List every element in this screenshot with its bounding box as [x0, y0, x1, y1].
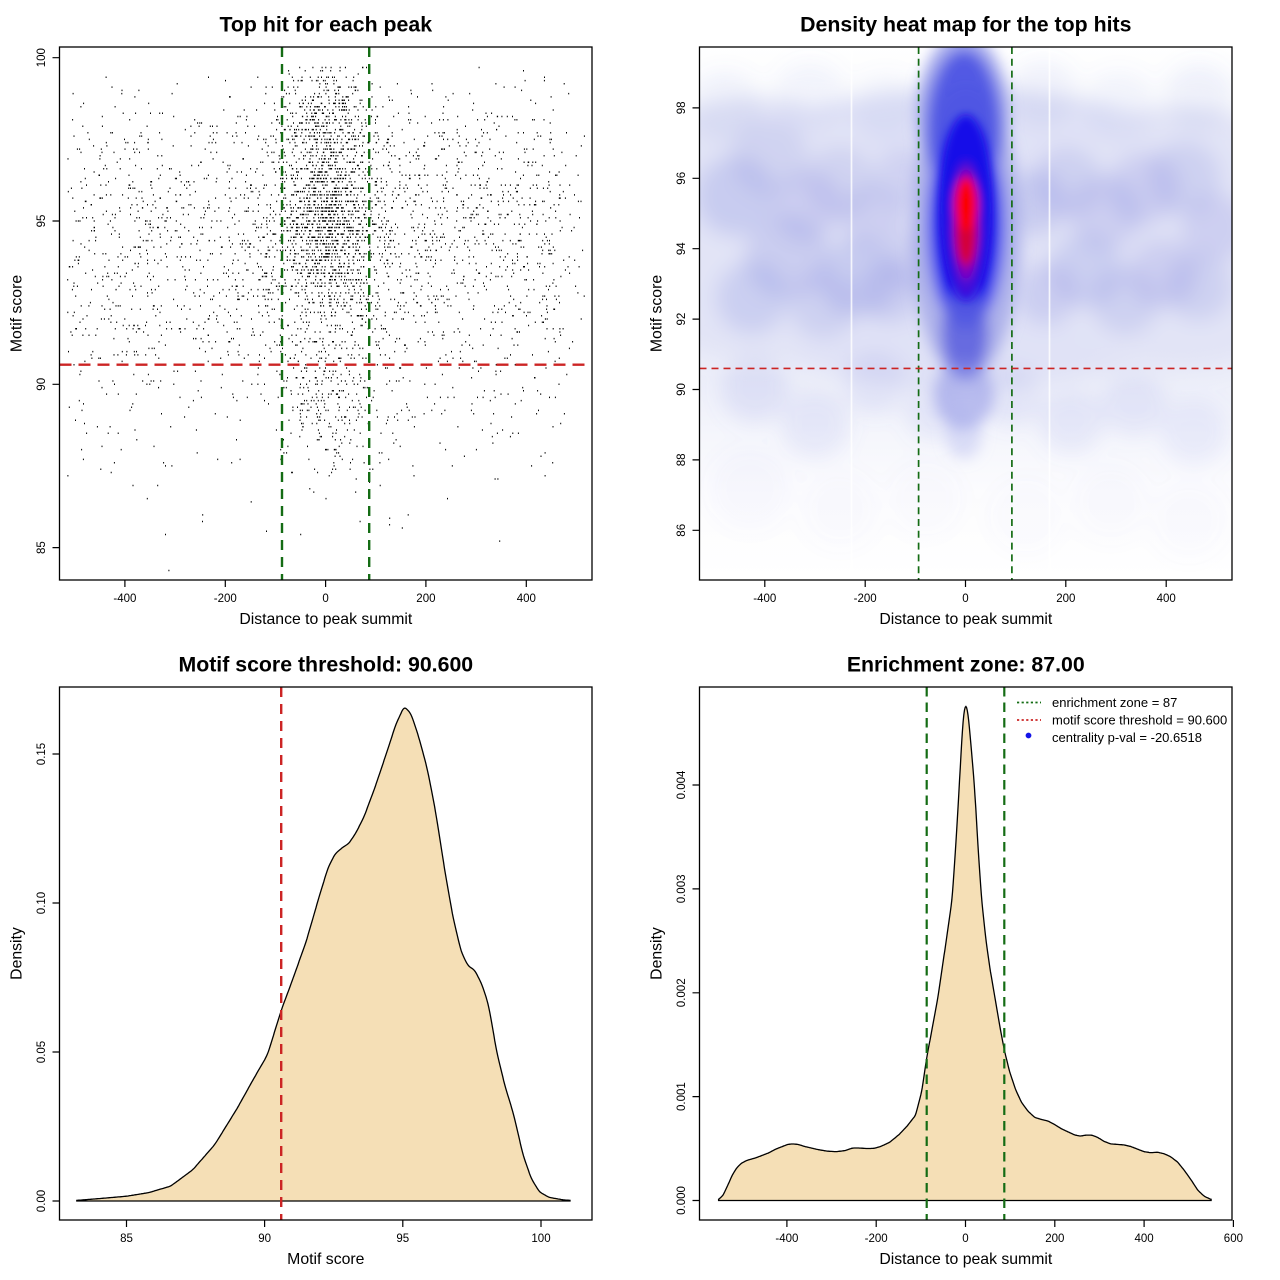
svg-text:Distance to peak summit: Distance to peak summit — [879, 611, 1053, 628]
svg-text:400: 400 — [517, 593, 536, 605]
svg-text:85: 85 — [36, 541, 48, 554]
svg-text:0.002: 0.002 — [676, 978, 688, 1007]
svg-text:200: 200 — [1045, 1233, 1064, 1245]
svg-text:-200: -200 — [854, 593, 877, 605]
svg-text:200: 200 — [416, 593, 435, 605]
svg-text:0: 0 — [962, 1233, 968, 1245]
svg-text:90: 90 — [258, 1233, 271, 1245]
svg-text:0.15: 0.15 — [36, 743, 48, 765]
svg-text:Distance to peak summit: Distance to peak summit — [879, 1251, 1053, 1268]
svg-text:0.004: 0.004 — [676, 770, 688, 799]
svg-text:-400: -400 — [775, 1233, 798, 1245]
svg-text:-400: -400 — [753, 593, 776, 605]
svg-text:98: 98 — [676, 102, 688, 115]
svg-text:85: 85 — [120, 1233, 133, 1245]
svg-text:0.001: 0.001 — [676, 1082, 688, 1111]
svg-text:Enrichment zone: 87.00: Enrichment zone: 87.00 — [847, 653, 1085, 677]
svg-text:motif score threshold = 90.600: motif score threshold = 90.600 — [1052, 713, 1227, 728]
svg-text:92: 92 — [676, 313, 688, 326]
svg-text:0.000: 0.000 — [676, 1186, 688, 1215]
svg-text:-200: -200 — [214, 593, 237, 605]
svg-text:enrichment zone = 87: enrichment zone = 87 — [1052, 695, 1177, 710]
svg-text:Density: Density — [9, 927, 26, 980]
svg-text:96: 96 — [676, 172, 688, 185]
svg-text:100: 100 — [36, 48, 48, 67]
svg-text:95: 95 — [396, 1233, 409, 1245]
svg-text:90: 90 — [36, 378, 48, 391]
svg-text:Density heat map for the top h: Density heat map for the top hits — [800, 13, 1131, 37]
svg-text:0.00: 0.00 — [36, 1190, 48, 1212]
svg-text:-200: -200 — [865, 1233, 888, 1245]
svg-text:0.003: 0.003 — [676, 875, 688, 904]
svg-text:90: 90 — [676, 383, 688, 396]
svg-text:0: 0 — [962, 593, 968, 605]
svg-text:0.05: 0.05 — [36, 1041, 48, 1063]
svg-text:400: 400 — [1135, 1233, 1154, 1245]
svg-text:86: 86 — [676, 524, 688, 537]
svg-text:Distance to peak summit: Distance to peak summit — [239, 611, 413, 628]
svg-text:centrality p-val = -20.6518: centrality p-val = -20.6518 — [1052, 730, 1202, 745]
svg-text:95: 95 — [36, 215, 48, 228]
svg-text:Motif score threshold: 90.600: Motif score threshold: 90.600 — [178, 653, 473, 677]
svg-text:-400: -400 — [113, 593, 136, 605]
svg-text:600: 600 — [1224, 1233, 1243, 1245]
svg-text:0.10: 0.10 — [36, 892, 48, 914]
svg-text:Motif score: Motif score — [9, 275, 26, 352]
svg-text:100: 100 — [531, 1233, 550, 1245]
svg-text:Motif score: Motif score — [649, 275, 666, 352]
svg-text:Density: Density — [649, 927, 666, 980]
svg-text:Motif score: Motif score — [287, 1251, 364, 1268]
svg-text:94: 94 — [676, 242, 688, 255]
svg-text:400: 400 — [1157, 593, 1176, 605]
svg-text:Top hit for each peak: Top hit for each peak — [219, 13, 432, 37]
svg-text:200: 200 — [1056, 593, 1075, 605]
svg-text:0: 0 — [322, 593, 328, 605]
svg-text:88: 88 — [676, 454, 688, 467]
